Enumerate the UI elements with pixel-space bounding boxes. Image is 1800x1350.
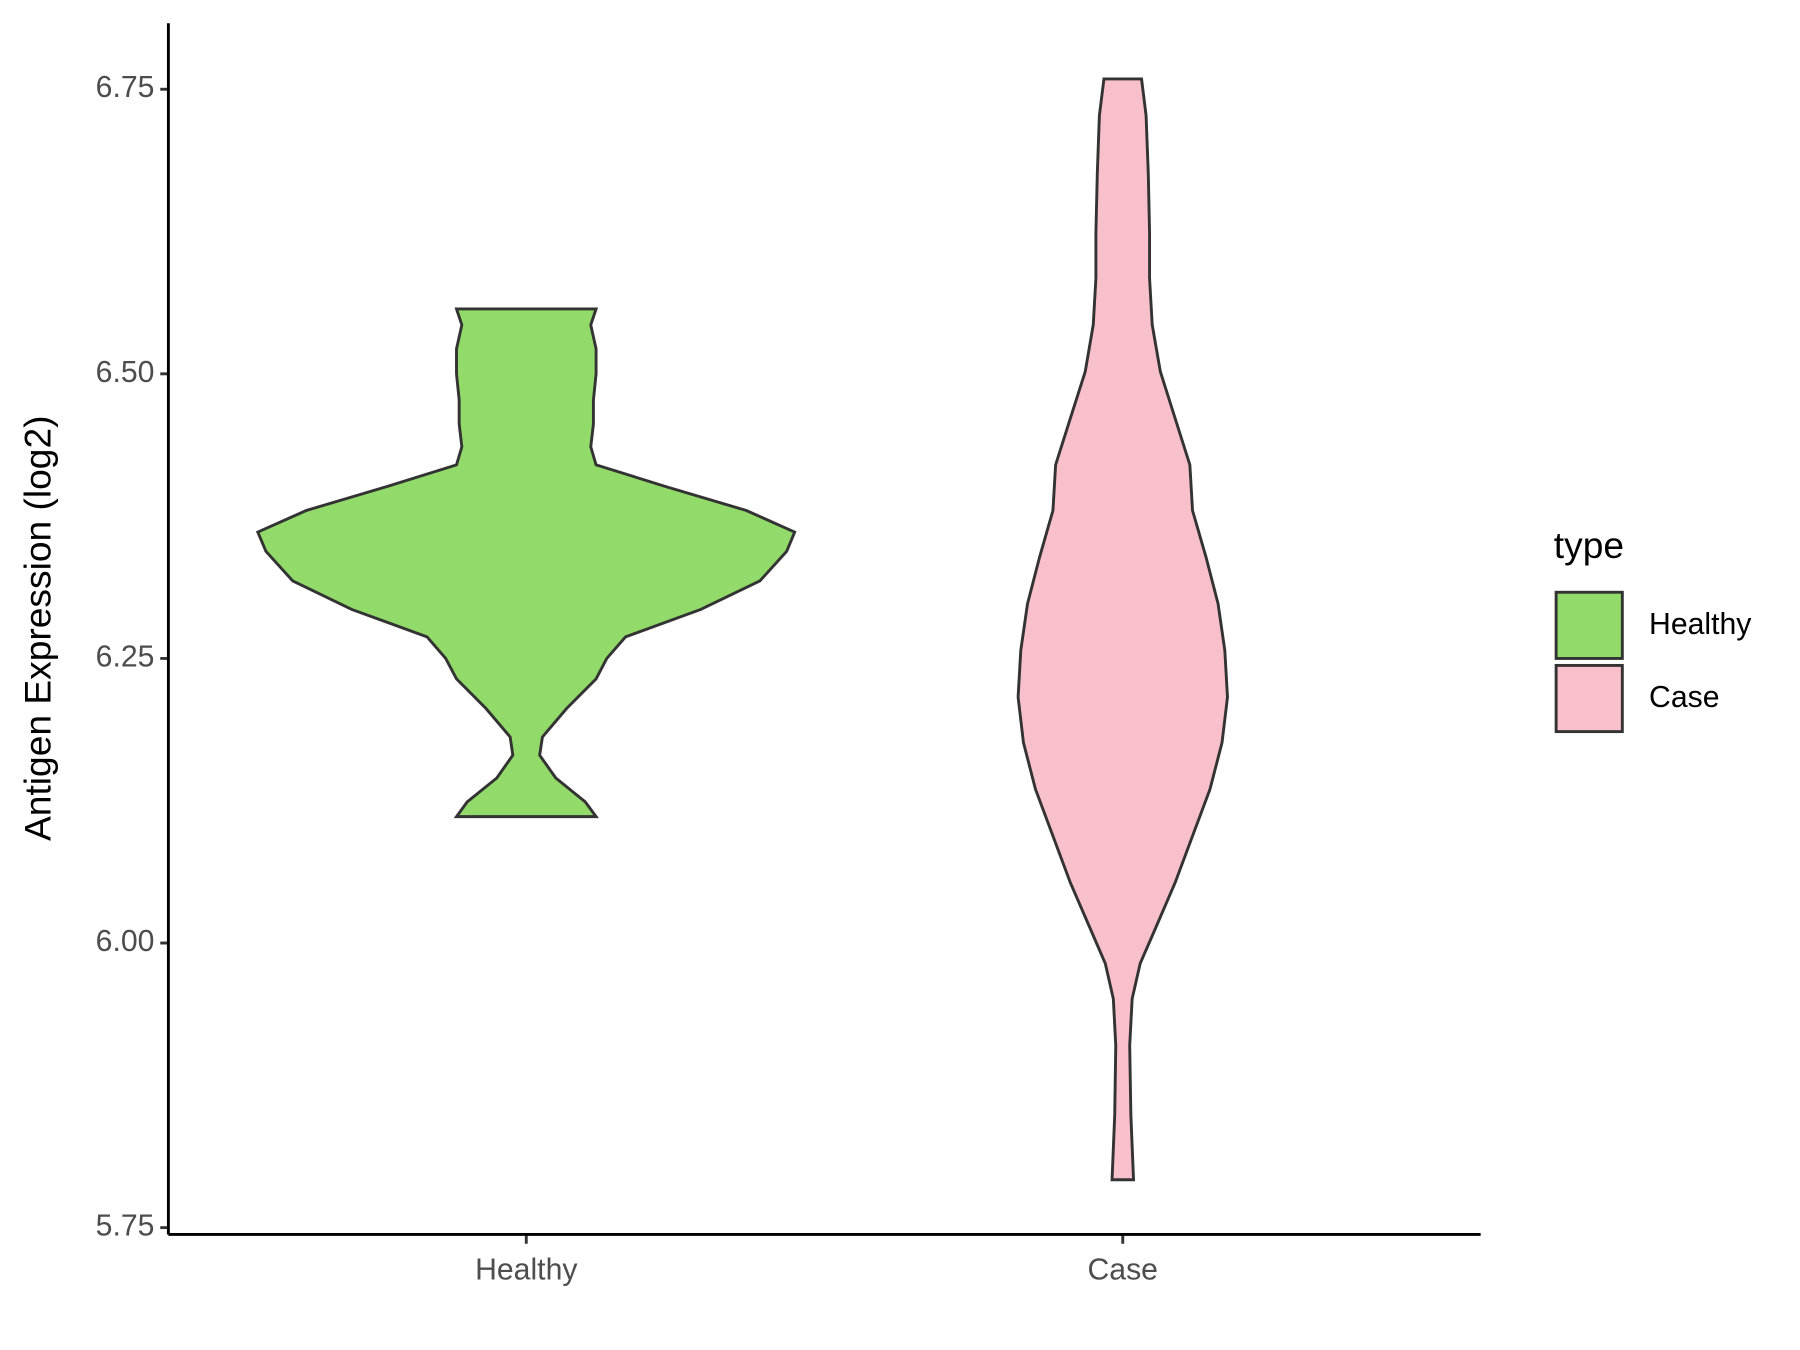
x-tick-label: Healthy <box>475 1254 578 1287</box>
legend-key <box>1554 663 1624 734</box>
violin <box>255 307 797 819</box>
x-tick-label: Case <box>1088 1254 1158 1287</box>
y-tick-label: 6.25 <box>96 640 155 673</box>
legend-title: type <box>1554 524 1624 566</box>
y-tick-label: 5.75 <box>96 1210 155 1243</box>
y-tick-label: 6.00 <box>96 925 155 958</box>
y-tick-label: 6.75 <box>96 71 155 104</box>
legend-label: Case <box>1649 681 1719 714</box>
y-axis-label: Antigen Expression (log2) <box>16 416 58 841</box>
violin <box>1016 77 1229 1182</box>
y-tick-label: 6.50 <box>96 356 155 389</box>
legend-label: Healthy <box>1649 608 1752 641</box>
legend-key <box>1554 590 1624 660</box>
